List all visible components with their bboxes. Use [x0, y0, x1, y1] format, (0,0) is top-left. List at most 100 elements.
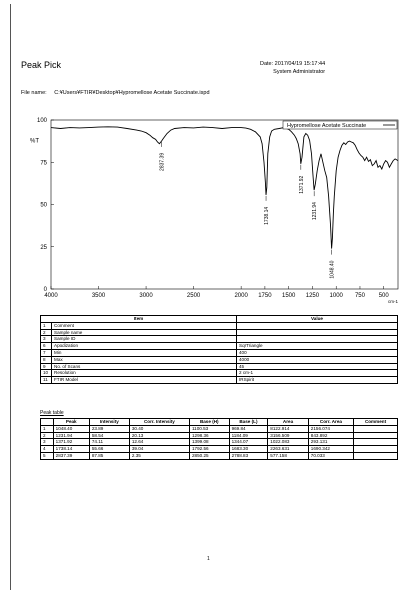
peak-cell: 2788.83	[228, 451, 269, 460]
peak-cell: 969.84	[228, 424, 269, 433]
item-cell-no: 11	[40, 376, 52, 384]
spectrum-line	[50, 126, 399, 249]
item-cell-no: 2	[40, 328, 52, 337]
peak-cell: 2.35	[128, 451, 190, 460]
peak-cell: 1048.40	[52, 424, 90, 433]
y-tick-label: 100	[37, 118, 48, 124]
peak-cell: 74.11	[88, 438, 130, 447]
item-row: 6 Apodization SqrTriangle	[40, 342, 398, 350]
report-page	[10, 4, 406, 590]
item-cell-no: 9	[40, 362, 52, 371]
peak-row: 3 1371.92 74.11 12.64 1399.08 1344.07 1022.083…	[40, 438, 398, 447]
file-name-line: File name: C:¥Users¥FTIR¥Desktop¥Hyprome…	[21, 90, 210, 96]
item-cell-item: Apodization	[51, 342, 237, 350]
item-cell-item: Resolution	[51, 369, 237, 378]
item-cell-value	[236, 321, 398, 330]
item-cell-item: Sample name	[51, 328, 237, 337]
x-tick-label: 2500	[187, 293, 201, 299]
item-cell-item: No. of Scans	[51, 362, 237, 371]
item-cell-value: 400	[236, 348, 398, 357]
peak-cell: 577.158	[267, 451, 309, 460]
x-tick-label: 1250	[306, 293, 320, 299]
peak-cell: 5	[40, 451, 54, 460]
y-tick-label: 25	[40, 245, 47, 251]
peak-header-cell: Intensity	[88, 418, 130, 426]
peak-cell: 1399.08	[188, 438, 230, 447]
peak-cell: 1100.53	[188, 424, 230, 433]
peak-cell: 55.66	[88, 445, 130, 453]
item-cell-item: Max	[51, 355, 237, 364]
y-tick-label: 75	[40, 160, 47, 166]
peak-header-cell: Area	[267, 418, 309, 426]
peak-cell	[353, 431, 398, 440]
item-cell-no: 10	[40, 369, 52, 378]
date-line: Date: 2017/04/19 15:17:44	[260, 61, 326, 67]
peak-label: 1231.94	[312, 202, 318, 220]
peak-cell: 1298.36	[188, 431, 230, 440]
item-cell-value	[236, 328, 398, 337]
peak-cell: 3156.509	[267, 431, 309, 440]
peak-cell: 1344.07	[228, 438, 269, 447]
peak-header-cell	[40, 418, 54, 426]
item-cell-value: 4000	[236, 355, 398, 364]
peak-cell: 12.64	[128, 438, 190, 447]
peak-cell: 2850.25	[188, 451, 230, 460]
peak-cell: 1	[40, 424, 54, 433]
x-tick-label: 4000	[44, 293, 58, 299]
peak-row: 2 1231.94 58.54 20.13 1298.36 1184.09 3156.509…	[40, 431, 398, 440]
y-tick-label: 0	[44, 287, 48, 293]
peak-label: 1371.92	[299, 175, 305, 193]
peak-label: 1048.40	[330, 260, 336, 278]
peak-table-title: Peak table	[40, 410, 64, 416]
peak-cell: 1022.083	[267, 438, 309, 447]
item-row: 7 Min 400	[40, 348, 398, 357]
item-cell-value: IRSpirit	[236, 376, 398, 384]
item-cell-item: Sample ID	[51, 335, 237, 344]
spectrum-chart: 0 25 50 75 100 %T 4000 3500 3000 2500 2000 1750 1500…	[30, 118, 399, 304]
item-cell-no: 8	[40, 355, 52, 364]
peak-header-cell: Corr. Area	[307, 418, 355, 426]
peak-cell	[353, 424, 398, 433]
peak-header-cell: Peak	[52, 418, 90, 426]
item-row: 11 FTIR Model IRSpirit	[40, 376, 398, 384]
item-cell-item: Comment	[51, 321, 237, 330]
peak-header-cell: Base (L)	[228, 418, 269, 426]
peak-cell: 1231.94	[52, 431, 90, 440]
item-row: 10 Resolution 2 cm-1	[40, 369, 398, 378]
item-row: 2 Sample name	[40, 328, 398, 337]
value-header: Value	[236, 315, 398, 323]
item-cell-value: SqrTriangle	[236, 342, 398, 350]
item-row: 9 No. of Scans 45	[40, 362, 398, 371]
peak-header-cell: Corr. Intensity	[128, 418, 190, 426]
x-tick-label: 3000	[139, 293, 153, 299]
x-tick-label: 500	[379, 293, 390, 299]
peak-table: Peak Intensity Corr. Intensity Base (H) Base…	[40, 418, 398, 460]
peak-row: 5 2837.39 87.85 2.35 2850.25 2788.83 577.158 70…	[40, 451, 398, 460]
item-header: Item	[40, 315, 237, 323]
peak-label: 1738.14	[264, 207, 270, 225]
item-cell-value: 2 cm-1	[236, 369, 398, 378]
item-table: Item Value 1 Comment 2 Sample name 3 Sample I…	[40, 315, 398, 384]
peak-cell: 4	[40, 445, 54, 453]
peak-cell	[353, 445, 398, 453]
item-cell-item: Min	[51, 348, 237, 357]
peak-cell: 23.89	[88, 424, 130, 433]
item-cell-no: 3	[40, 335, 52, 344]
peak-cell: 2837.39	[52, 451, 90, 460]
legend-label: Hypromellose Acetate Succinate	[287, 123, 366, 129]
peak-header-cell: Base (H)	[188, 418, 230, 426]
y-axis-label: %T	[30, 138, 39, 144]
peak-cell: 20.13	[128, 431, 190, 440]
peak-cell: 1683.30	[228, 445, 269, 453]
peak-cell: 843.892	[307, 431, 355, 440]
x-tick-label: 750	[355, 293, 366, 299]
legend-box	[282, 120, 398, 130]
report-date: Date: 2017/04/19 15:17:44 System Adminis…	[260, 60, 325, 76]
x-tick-label: 1750	[258, 293, 272, 299]
report-title: Peak Pick	[21, 60, 62, 70]
x-tick-label: 1500	[282, 293, 296, 299]
peak-cell: 2156.074	[307, 424, 355, 433]
item-row: 1 Comment	[40, 321, 398, 330]
item-cell-value	[236, 335, 398, 344]
peak-cell: 2	[40, 431, 54, 440]
